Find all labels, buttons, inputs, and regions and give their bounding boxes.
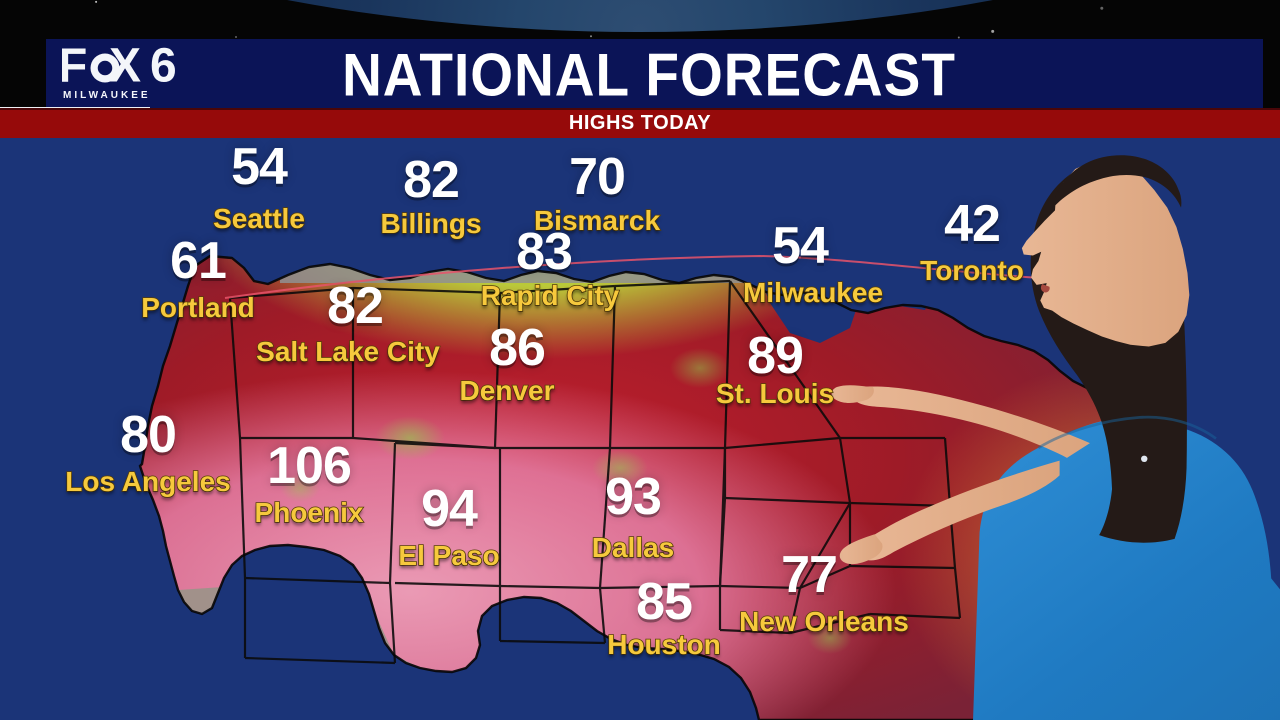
svg-text:F: F xyxy=(62,46,86,93)
svg-text:6: 6 xyxy=(150,46,177,93)
svg-text:X: X xyxy=(109,46,141,93)
svg-text:MILWAUKEE: MILWAUKEE xyxy=(63,90,151,101)
